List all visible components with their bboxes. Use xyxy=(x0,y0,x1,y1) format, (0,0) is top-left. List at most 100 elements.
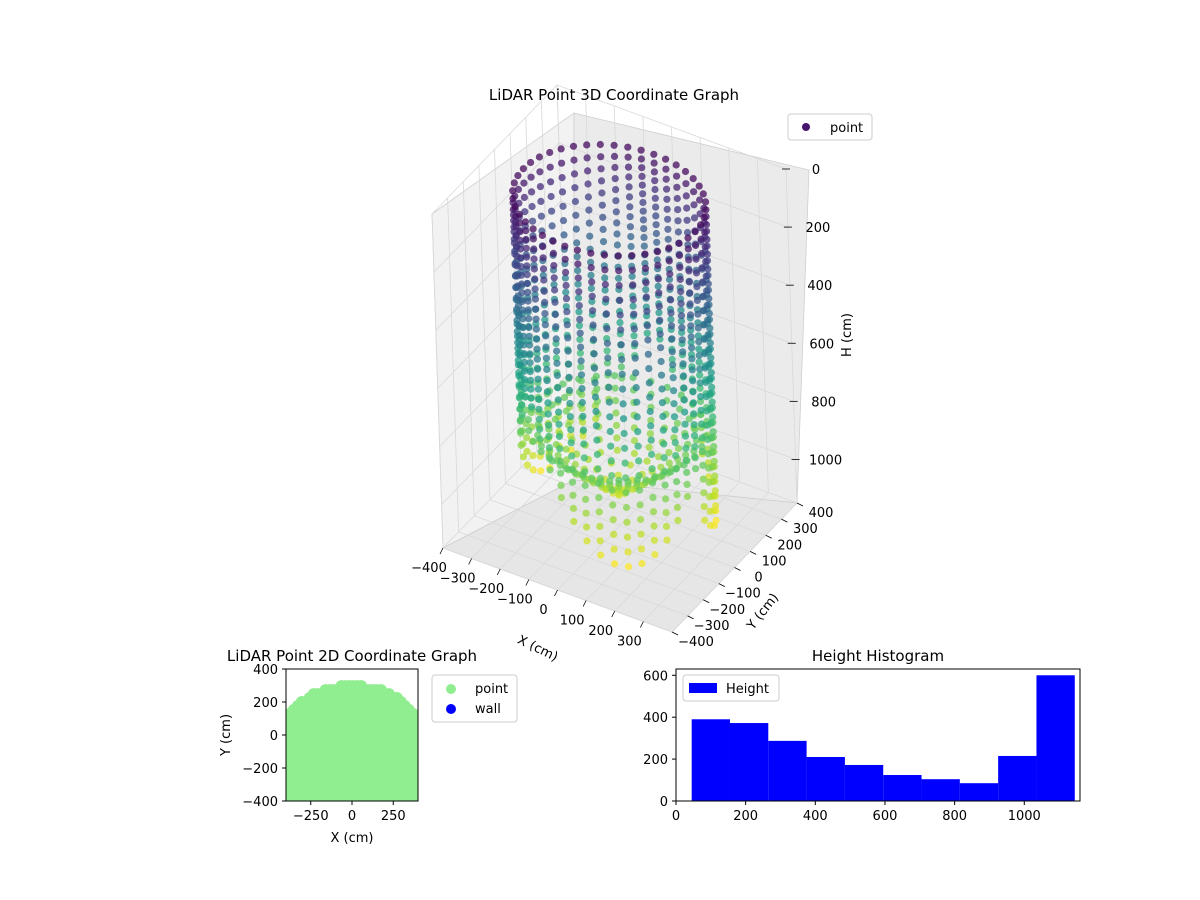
point-3d xyxy=(620,415,628,423)
point-3d xyxy=(522,227,530,235)
legend-2d: point wall xyxy=(431,674,518,723)
point-3d xyxy=(664,235,672,243)
point-3d xyxy=(697,393,705,401)
point-3d xyxy=(601,286,609,294)
point-3d xyxy=(702,221,711,229)
y-tick-3d xyxy=(749,551,757,555)
point-3d xyxy=(664,215,672,223)
point-3d xyxy=(541,310,549,318)
point-3d xyxy=(642,286,650,294)
point-3d xyxy=(636,486,644,494)
point-3d xyxy=(678,324,686,332)
point-3d xyxy=(516,245,525,253)
point-3d xyxy=(557,494,566,502)
grid-line xyxy=(756,158,769,493)
ticks-hist: 0 200 400 600 800 1000 0 200 400 600 xyxy=(643,669,1041,824)
point-3d xyxy=(697,235,705,243)
point-3d xyxy=(624,163,633,171)
point-3d xyxy=(521,367,529,375)
point-3d xyxy=(532,325,541,333)
point-3d xyxy=(663,205,671,213)
point-3d xyxy=(525,341,534,349)
y-axis-label-2d: Y (cm) xyxy=(219,714,234,757)
point-3d xyxy=(690,201,698,209)
point-3d xyxy=(519,306,527,314)
point-3d xyxy=(658,399,667,407)
point-3d xyxy=(704,450,712,458)
point-3d xyxy=(611,384,619,392)
point-3d xyxy=(696,379,704,387)
point-3d xyxy=(698,448,707,456)
point-3d xyxy=(632,369,640,377)
point-3d xyxy=(592,407,600,415)
point-3d xyxy=(559,380,567,388)
point-3d xyxy=(571,184,579,192)
point-3d xyxy=(558,174,566,182)
x-axis-label-3d: X (cm) xyxy=(515,633,560,665)
point-3d xyxy=(671,426,679,434)
point-3d xyxy=(641,264,650,272)
point-3d xyxy=(709,428,717,436)
point-3d xyxy=(598,189,606,197)
point-3d xyxy=(524,297,532,305)
point-3d xyxy=(674,206,682,214)
point-3d xyxy=(623,533,632,541)
point-3d xyxy=(521,376,529,384)
y-tick-label-2d: 0 xyxy=(270,729,278,744)
chart-histogram: 0 200 400 600 800 1000 0 200 400 600 Height Histo… xyxy=(643,647,1081,824)
point-3d xyxy=(633,413,641,421)
point-3d xyxy=(561,255,569,263)
point-3d xyxy=(651,177,659,185)
point-3d xyxy=(514,185,523,193)
point-3d xyxy=(574,266,582,275)
point-3d xyxy=(645,443,653,451)
point-3d xyxy=(617,363,626,371)
point-3d xyxy=(520,193,529,201)
point-3d xyxy=(690,188,698,196)
y-tick-label-hist: 600 xyxy=(643,669,668,684)
point-3d xyxy=(568,452,576,460)
point-3d xyxy=(640,242,648,250)
point-3d xyxy=(598,201,606,209)
point-3d xyxy=(573,253,581,261)
point-3d xyxy=(670,387,678,395)
point-3d xyxy=(644,350,652,358)
point-3d xyxy=(673,478,681,486)
point-3d xyxy=(609,501,617,509)
point-3d xyxy=(582,523,591,531)
point-3d xyxy=(631,340,639,348)
point-3d xyxy=(543,388,552,396)
point-3d xyxy=(654,282,662,290)
point-3d xyxy=(569,142,578,150)
x-tick-label-hist: 200 xyxy=(733,809,758,824)
grid-line xyxy=(643,492,769,622)
point-3d xyxy=(697,221,705,229)
legend-hist: Height xyxy=(682,674,780,702)
point-3d xyxy=(615,476,623,484)
point-3d xyxy=(685,278,694,286)
point-3d xyxy=(635,457,643,465)
point-3d xyxy=(605,383,613,391)
point-3d xyxy=(569,504,578,512)
point-3d xyxy=(646,393,654,401)
point-3d xyxy=(592,372,600,380)
y-tick-3d xyxy=(718,583,726,587)
point-3d xyxy=(701,364,709,372)
grid-line xyxy=(566,375,796,460)
point-3d xyxy=(539,265,548,273)
legend-hist-swatch xyxy=(689,683,717,693)
y-tick-label-3d: 100 xyxy=(762,554,787,569)
point-3d xyxy=(632,384,640,392)
x-axis-label-2d: X (cm) xyxy=(331,831,374,846)
point-3d xyxy=(677,300,685,308)
grid-line xyxy=(552,434,782,520)
point-3d xyxy=(527,158,535,167)
point-3d xyxy=(565,360,573,368)
point-3d xyxy=(590,350,598,358)
grid-line xyxy=(558,142,789,228)
point-3d xyxy=(603,339,612,347)
point-3d xyxy=(537,442,546,450)
point-3d xyxy=(628,266,637,274)
point-3d xyxy=(679,360,687,368)
